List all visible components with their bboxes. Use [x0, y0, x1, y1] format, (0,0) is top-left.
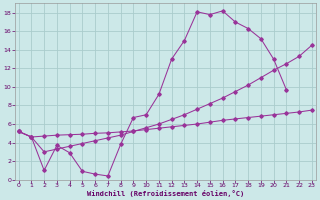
X-axis label: Windchill (Refroidissement éolien,°C): Windchill (Refroidissement éolien,°C) — [87, 190, 244, 197]
